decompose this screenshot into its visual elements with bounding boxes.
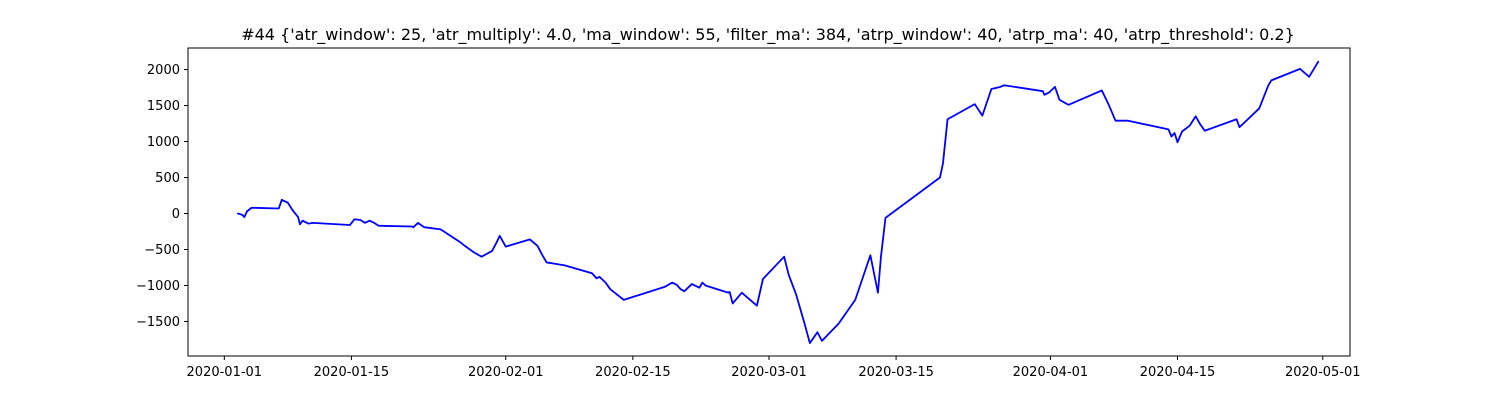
x-axis: 2020-01-01 2020-01-15 2020-02-01 2020-02-15… <box>187 356 1361 380</box>
x-tick-label: 2020-01-01 <box>187 365 263 380</box>
x-tick-label: 2020-03-01 <box>731 365 807 380</box>
y-tick-label: −1000 <box>136 279 180 294</box>
x-tick-label: 2020-02-15 <box>595 365 671 380</box>
y-tick-label: −1500 <box>136 315 180 330</box>
y-tick-label: 0 <box>172 207 180 222</box>
plot-frame <box>187 47 1351 357</box>
chart-title: #44 {'atr_window': 25, 'atr_multiply': 4… <box>241 25 1295 45</box>
y-tick-label: 2000 <box>147 63 180 78</box>
plot-area <box>237 60 1320 344</box>
y-tick-label: 1000 <box>147 135 180 150</box>
y-tick-label: 1500 <box>147 99 180 114</box>
x-tick-label: 2020-05-01 <box>1285 365 1361 380</box>
x-tick-label: 2020-03-15 <box>858 365 934 380</box>
x-tick-label: 2020-04-01 <box>1013 365 1089 380</box>
y-tick-label: 500 <box>155 171 180 186</box>
y-tick-label: −500 <box>144 243 180 258</box>
x-tick-label: 2020-02-01 <box>468 365 544 380</box>
series-line <box>237 60 1320 344</box>
y-axis: 2000 1500 1000 500 0 −500 −1000 −1500 <box>136 63 188 330</box>
x-tick-label: 2020-01-15 <box>314 365 390 380</box>
x-tick-label: 2020-04-15 <box>1140 365 1216 380</box>
